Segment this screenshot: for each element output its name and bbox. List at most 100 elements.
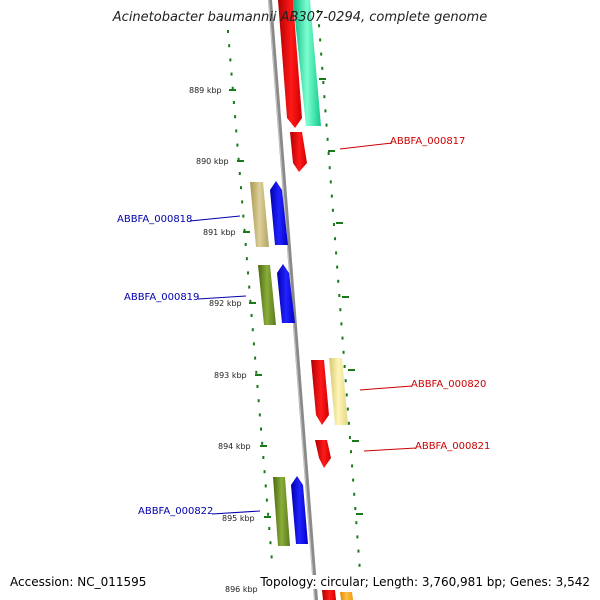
ruler-dot bbox=[269, 541, 272, 545]
genome-backbone bbox=[268, 0, 318, 600]
ruler-dot bbox=[352, 478, 355, 482]
gene-forward-bottom-orange[interactable] bbox=[340, 592, 353, 600]
ruler-dot bbox=[255, 370, 258, 374]
major-tick bbox=[264, 516, 271, 518]
ruler-dot bbox=[232, 101, 235, 104]
gene-label-abbfa-000820[interactable]: ABBFA_000820 bbox=[411, 379, 487, 390]
ruler-dot bbox=[332, 223, 335, 226]
gene-label-abbfa-000822[interactable]: ABBFA_000822 bbox=[138, 506, 214, 517]
ruler-dot bbox=[236, 143, 239, 147]
ruler-dot bbox=[265, 498, 268, 502]
reverse-strand-features bbox=[250, 181, 308, 546]
ruler-dot bbox=[341, 336, 344, 340]
map-title: Acinetobacter baumannii AB307-0294, comp… bbox=[112, 10, 488, 25]
major-tick bbox=[342, 296, 349, 298]
ruler-dot bbox=[330, 194, 333, 198]
ruler-dot bbox=[254, 356, 257, 360]
ruler-dot bbox=[350, 450, 353, 454]
ruler-dot bbox=[243, 228, 246, 232]
cds-abbfa-000820[interactable] bbox=[311, 360, 329, 425]
ruler-dot bbox=[347, 421, 350, 425]
ruler-dot bbox=[264, 484, 267, 488]
major-tick bbox=[356, 513, 363, 515]
ruler-dot bbox=[344, 379, 347, 383]
ruler-dot bbox=[230, 72, 233, 76]
ruler-dot bbox=[238, 172, 241, 175]
ruler-dot bbox=[318, 24, 321, 28]
gene-label-abbfa-000821[interactable]: ABBFA_000821 bbox=[415, 441, 491, 452]
ruler-dot bbox=[268, 527, 271, 530]
tick-label: 890 kbp bbox=[196, 157, 229, 166]
tick-label: 889 kbp bbox=[189, 86, 222, 95]
ruler-dot bbox=[249, 299, 252, 303]
ruler-dot bbox=[321, 66, 324, 70]
gene-abbfa-000819[interactable] bbox=[258, 265, 276, 325]
ruler-dot bbox=[258, 413, 261, 417]
ruler-dot bbox=[252, 342, 255, 346]
major-tick bbox=[336, 222, 343, 224]
ruler-dot bbox=[322, 81, 325, 84]
major-tick bbox=[260, 445, 267, 447]
ruler-dot bbox=[270, 555, 273, 559]
gene-label-abbfa-000819[interactable]: ABBFA_000819 bbox=[124, 292, 200, 303]
ruler-dot bbox=[325, 123, 328, 127]
cds-forward-bottom[interactable] bbox=[322, 590, 336, 600]
cds-abbfa-000819[interactable] bbox=[277, 264, 295, 323]
ruler-dot bbox=[339, 308, 342, 312]
ruler-dot bbox=[357, 549, 360, 553]
ruler-dot bbox=[355, 521, 358, 525]
ruler-dot bbox=[229, 58, 232, 62]
ruler-dot bbox=[256, 385, 259, 388]
cds-abbfa-000818[interactable] bbox=[270, 181, 288, 245]
ruler-dot bbox=[239, 186, 242, 190]
ruler-dot bbox=[353, 492, 356, 496]
ruler-dot bbox=[251, 328, 254, 332]
ruler-dot bbox=[247, 271, 250, 275]
forward-strand-features bbox=[278, 0, 353, 600]
ruler-dot bbox=[244, 243, 247, 246]
cds-forward-top[interactable] bbox=[278, 0, 302, 128]
ruler-dot bbox=[234, 115, 237, 119]
tick-label: 895 kbp bbox=[222, 514, 255, 523]
ruler-dot bbox=[336, 265, 339, 269]
gene-label-abbfa-000818[interactable]: ABBFA_000818 bbox=[117, 214, 193, 225]
ruler-dot bbox=[351, 464, 354, 468]
cds-abbfa-000822[interactable] bbox=[291, 476, 308, 544]
gene-abbfa-000822[interactable] bbox=[273, 477, 290, 546]
ruler-dot bbox=[235, 129, 238, 133]
gene-label-abbfa-000817[interactable]: ABBFA_000817 bbox=[390, 136, 466, 147]
gene-abbfa-000820[interactable] bbox=[329, 358, 348, 425]
ruler-dot bbox=[319, 38, 322, 42]
inner-ruler bbox=[227, 30, 273, 559]
gene-forward-teal[interactable] bbox=[293, 0, 321, 126]
ruler-dot bbox=[241, 200, 244, 204]
ruler-dot bbox=[329, 180, 332, 184]
ruler-dot bbox=[335, 251, 338, 255]
gene-abbfa-000818[interactable] bbox=[250, 182, 269, 247]
ruler-dot bbox=[267, 512, 270, 516]
cds-abbfa-000817[interactable] bbox=[290, 132, 307, 172]
ruler-dot bbox=[262, 456, 265, 459]
ruler-dot bbox=[342, 350, 345, 354]
ruler-dot bbox=[358, 563, 361, 567]
major-ticks bbox=[229, 78, 363, 518]
ruler-dot bbox=[331, 208, 334, 212]
major-tick bbox=[249, 302, 256, 304]
ruler-dot bbox=[354, 507, 357, 510]
ruler-dot bbox=[248, 285, 251, 289]
cds-abbfa-000821[interactable] bbox=[315, 440, 331, 468]
ruler-dot bbox=[263, 470, 266, 474]
label-leaders bbox=[189, 142, 417, 515]
major-tick bbox=[328, 150, 335, 152]
ruler-dot bbox=[328, 166, 331, 170]
ruler-dot bbox=[337, 279, 340, 283]
major-tick bbox=[255, 374, 262, 376]
ruler-dot bbox=[346, 407, 349, 411]
ruler-dot bbox=[242, 214, 245, 218]
outer-ruler bbox=[317, 10, 361, 567]
ruler-dot bbox=[250, 314, 253, 317]
tick-label: 891 kbp bbox=[203, 228, 236, 237]
major-tick bbox=[319, 78, 326, 80]
ruler-dot bbox=[257, 399, 260, 403]
